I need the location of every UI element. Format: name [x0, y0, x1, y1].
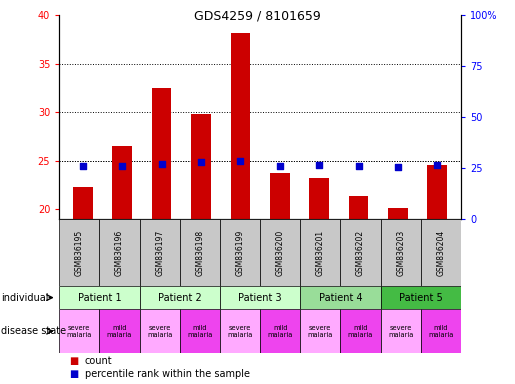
- Text: percentile rank within the sample: percentile rank within the sample: [85, 369, 250, 379]
- Text: GSM836204: GSM836204: [436, 229, 445, 276]
- Text: GSM836200: GSM836200: [276, 229, 285, 276]
- Text: GSM836203: GSM836203: [396, 229, 405, 276]
- Text: ■: ■: [70, 356, 79, 366]
- Text: GSM836196: GSM836196: [115, 229, 124, 276]
- Bar: [59, 286, 140, 309]
- Bar: [140, 309, 180, 353]
- Point: [79, 163, 87, 169]
- Bar: [300, 219, 340, 286]
- Text: mild
malaria: mild malaria: [267, 325, 293, 338]
- Text: GDS4259 / 8101659: GDS4259 / 8101659: [194, 10, 321, 23]
- Text: GSM836202: GSM836202: [356, 229, 365, 276]
- Bar: [349, 195, 368, 219]
- Text: Patient 3: Patient 3: [238, 293, 282, 303]
- Bar: [381, 309, 421, 353]
- Text: Patient 1: Patient 1: [78, 293, 121, 303]
- Bar: [260, 309, 300, 353]
- Bar: [140, 219, 180, 286]
- Bar: [340, 219, 381, 286]
- Text: GSM836195: GSM836195: [75, 229, 84, 276]
- Point: [158, 161, 166, 167]
- Bar: [180, 309, 220, 353]
- Bar: [231, 33, 250, 219]
- Text: severe
malaria: severe malaria: [66, 325, 92, 338]
- Text: ■: ■: [70, 369, 79, 379]
- Text: severe
malaria: severe malaria: [388, 325, 414, 338]
- Point: [354, 163, 363, 169]
- Point: [276, 163, 284, 169]
- Bar: [340, 309, 381, 353]
- Bar: [381, 286, 461, 309]
- Text: mild
malaria: mild malaria: [428, 325, 454, 338]
- Text: GSM836198: GSM836198: [195, 229, 204, 276]
- Text: mild
malaria: mild malaria: [348, 325, 373, 338]
- Text: GSM836197: GSM836197: [155, 229, 164, 276]
- Text: Patient 4: Patient 4: [319, 293, 362, 303]
- Bar: [152, 88, 171, 219]
- Text: mild
malaria: mild malaria: [107, 325, 132, 338]
- Bar: [381, 219, 421, 286]
- Bar: [59, 219, 99, 286]
- Text: GSM836199: GSM836199: [235, 229, 245, 276]
- Bar: [300, 309, 340, 353]
- Bar: [310, 178, 329, 219]
- Point: [394, 164, 402, 170]
- Bar: [421, 309, 461, 353]
- Bar: [300, 286, 381, 309]
- Bar: [73, 187, 93, 219]
- Bar: [99, 219, 140, 286]
- Bar: [421, 219, 461, 286]
- Bar: [140, 286, 220, 309]
- Point: [433, 162, 441, 168]
- Bar: [112, 146, 132, 219]
- Text: individual: individual: [1, 293, 48, 303]
- Bar: [388, 208, 408, 219]
- Bar: [220, 219, 260, 286]
- Bar: [220, 286, 300, 309]
- Text: GSM836201: GSM836201: [316, 229, 325, 276]
- Text: disease state: disease state: [1, 326, 66, 336]
- Point: [118, 163, 126, 169]
- Text: severe
malaria: severe malaria: [147, 325, 173, 338]
- Point: [197, 159, 205, 165]
- Text: Patient 2: Patient 2: [158, 293, 201, 303]
- Bar: [220, 309, 260, 353]
- Bar: [427, 165, 447, 219]
- Point: [315, 162, 323, 168]
- Bar: [260, 219, 300, 286]
- Text: mild
malaria: mild malaria: [187, 325, 213, 338]
- Point: [236, 158, 245, 164]
- Bar: [99, 309, 140, 353]
- Bar: [59, 309, 99, 353]
- Bar: [180, 219, 220, 286]
- Bar: [191, 114, 211, 219]
- Text: severe
malaria: severe malaria: [307, 325, 333, 338]
- Text: severe
malaria: severe malaria: [227, 325, 253, 338]
- Text: Patient 5: Patient 5: [399, 293, 442, 303]
- Text: count: count: [85, 356, 113, 366]
- Bar: [270, 173, 289, 219]
